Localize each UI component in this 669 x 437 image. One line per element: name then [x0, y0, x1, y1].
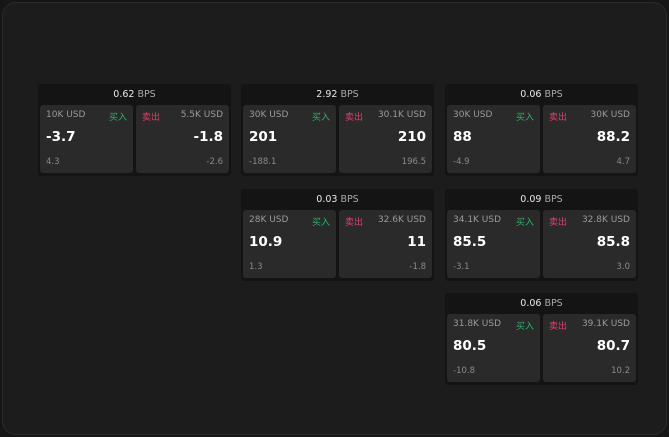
sell-change: 196.5 [401, 157, 426, 167]
sell-price: 11 [407, 234, 426, 250]
buy-price: 201 [249, 129, 278, 145]
buy-price: 10.9 [249, 234, 283, 250]
spread-value: 0.06 [520, 89, 542, 100]
buy-size: 10K USD [46, 110, 86, 120]
sell-size: 30.1K USD [377, 110, 426, 120]
sell-size: 32.6K USD [377, 215, 426, 225]
quote-panel: 0.62 BPS 10K USD 买入 -3.7 4.3 卖出 5.5K USD -1… [38, 84, 231, 176]
spread-unit: BPS [544, 89, 563, 100]
spread-unit: BPS [544, 194, 563, 205]
buy-change: -10.8 [453, 366, 475, 376]
quote-panel: 0.06 BPS 31.8K USD 买入 80.5 -10.8 卖出 39.1K U… [445, 293, 638, 385]
sell-card[interactable]: 卖出 32.6K USD 11 -1.8 [339, 210, 432, 278]
sell-change: 3.0 [616, 262, 630, 272]
spread-value: 0.03 [316, 194, 338, 205]
sell-size: 32.8K USD [581, 215, 630, 225]
sell-card[interactable]: 卖出 30K USD 88.2 4.7 [543, 105, 636, 173]
sell-change: 4.7 [616, 157, 630, 167]
buy-size: 30K USD [249, 110, 289, 120]
quote-panel: 2.92 BPS 30K USD 买入 201 -188.1 卖出 30.1K USD… [241, 84, 434, 176]
buy-label: 买入 [515, 218, 534, 228]
sell-card[interactable]: 卖出 5.5K USD -1.8 -2.6 [136, 105, 229, 173]
spread-header: 0.03 BPS [241, 189, 434, 210]
buy-label: 买入 [515, 322, 534, 332]
sell-label: 卖出 [142, 113, 161, 123]
buy-card[interactable]: 30K USD 买入 88 -4.9 [447, 105, 540, 173]
sell-size: 39.1K USD [581, 319, 630, 329]
spread-value: 0.62 [113, 89, 135, 100]
buy-change: -3.1 [453, 262, 470, 272]
sell-change: -1.8 [409, 262, 426, 272]
sell-change: -2.6 [206, 157, 223, 167]
buy-size: 34.1K USD [453, 215, 502, 225]
spread-value: 0.06 [520, 298, 542, 309]
spread-unit: BPS [137, 89, 156, 100]
sell-card[interactable]: 卖出 32.8K USD 85.8 3.0 [543, 210, 636, 278]
spread-header: 0.62 BPS [38, 84, 231, 105]
buy-price: -3.7 [46, 129, 76, 145]
buy-card[interactable]: 31.8K USD 买入 80.5 -10.8 [447, 314, 540, 382]
spread-header: 0.06 BPS [445, 84, 638, 105]
buy-card[interactable]: 28K USD 买入 10.9 1.3 [243, 210, 336, 278]
sell-card[interactable]: 卖出 39.1K USD 80.7 10.2 [543, 314, 636, 382]
sell-price: 210 [397, 129, 426, 145]
buy-card[interactable]: 34.1K USD 买入 85.5 -3.1 [447, 210, 540, 278]
sell-price: 88.2 [596, 129, 630, 145]
sell-label: 卖出 [549, 218, 568, 228]
sell-price: 85.8 [596, 234, 630, 250]
quote-panel: 0.06 BPS 30K USD 买入 88 -4.9 卖出 30K USD 88.2… [445, 84, 638, 176]
sell-label: 卖出 [345, 113, 364, 123]
sell-price: -1.8 [193, 129, 223, 145]
spread-header: 2.92 BPS [241, 84, 434, 105]
buy-size: 28K USD [249, 215, 289, 225]
spread-unit: BPS [340, 89, 359, 100]
buy-label: 买入 [311, 113, 330, 123]
buy-label: 买入 [515, 113, 534, 123]
buy-price: 88 [453, 129, 472, 145]
sell-price: 80.7 [596, 338, 630, 354]
buy-change: 1.3 [249, 262, 263, 272]
buy-label: 买入 [311, 218, 330, 228]
buy-card[interactable]: 30K USD 买入 201 -188.1 [243, 105, 336, 173]
spread-unit: BPS [544, 298, 563, 309]
buy-change: 4.3 [46, 157, 60, 167]
buy-label: 买入 [108, 113, 127, 123]
quote-panel: 0.03 BPS 28K USD 买入 10.9 1.3 卖出 32.6K USD 1… [241, 189, 434, 281]
spread-header: 0.09 BPS [445, 189, 638, 210]
buy-change: -188.1 [249, 157, 277, 167]
quote-panel: 0.09 BPS 34.1K USD 买入 85.5 -3.1 卖出 32.8K US… [445, 189, 638, 281]
buy-price: 80.5 [453, 338, 487, 354]
spread-value: 2.92 [316, 89, 338, 100]
sell-card[interactable]: 卖出 30.1K USD 210 196.5 [339, 105, 432, 173]
sell-label: 卖出 [345, 218, 364, 228]
spread-header: 0.06 BPS [445, 293, 638, 314]
sell-size: 5.5K USD [180, 110, 223, 120]
sell-size: 30K USD [590, 110, 630, 120]
buy-price: 85.5 [453, 234, 487, 250]
buy-change: -4.9 [453, 157, 470, 167]
buy-card[interactable]: 10K USD 买入 -3.7 4.3 [40, 105, 133, 173]
sell-change: 10.2 [611, 366, 630, 376]
spread-unit: BPS [340, 194, 359, 205]
spread-value: 0.09 [520, 194, 542, 205]
buy-size: 31.8K USD [453, 319, 502, 329]
buy-size: 30K USD [453, 110, 493, 120]
sell-label: 卖出 [549, 113, 568, 123]
sell-label: 卖出 [549, 322, 568, 332]
